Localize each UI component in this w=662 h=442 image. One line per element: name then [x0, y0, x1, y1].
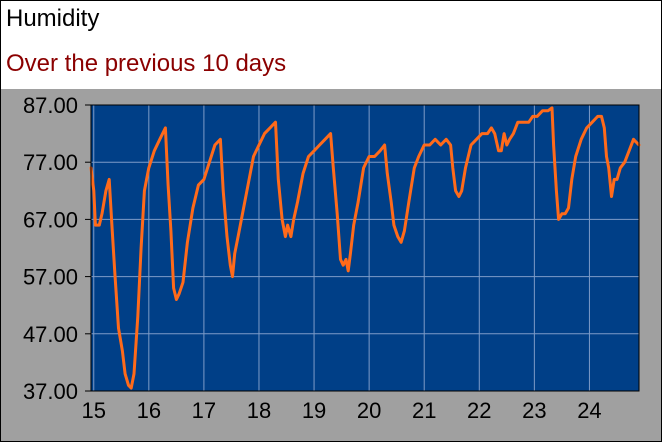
plot-frame — [90, 104, 640, 392]
y-tick-label: 67.00 — [23, 207, 78, 232]
humidity-line-chart: 15 16 17 18 19 20 21 22 23 24 87.00 77.00 67.00 57.00… — [1, 89, 661, 441]
y-tick-label: 47.00 — [23, 322, 78, 347]
axis-layer: 15 16 17 18 19 20 21 22 23 24 87.00 77.00 67.00 57.00… — [23, 93, 640, 423]
x-tick-label: 19 — [302, 398, 326, 423]
series-layer — [89, 106, 641, 390]
x-tick-label: 15 — [82, 398, 106, 423]
x-tick-label: 24 — [577, 398, 601, 423]
chart-subtitle: Over the previous 10 days — [6, 50, 287, 77]
y-tick-label: 87.00 — [23, 93, 78, 118]
x-tick-label: 20 — [357, 398, 381, 423]
humidity-series-line — [89, 106, 641, 390]
x-tick-label: 17 — [192, 398, 216, 423]
x-tick-label: 22 — [467, 398, 491, 423]
x-tick-label: 16 — [137, 398, 161, 423]
y-tick-label: 77.00 — [23, 150, 78, 175]
x-tick-label: 23 — [522, 398, 546, 423]
y-tick-label: 37.00 — [23, 379, 78, 404]
chart-title: Humidity — [6, 5, 100, 32]
y-tick-label: 57.00 — [23, 265, 78, 290]
x-tick-label: 18 — [247, 398, 271, 423]
plot-area — [91, 105, 639, 391]
chart-area: 15 16 17 18 19 20 21 22 23 24 87.00 77.00 67.00 57.00… — [1, 89, 661, 441]
x-tick-label: 21 — [412, 398, 436, 423]
